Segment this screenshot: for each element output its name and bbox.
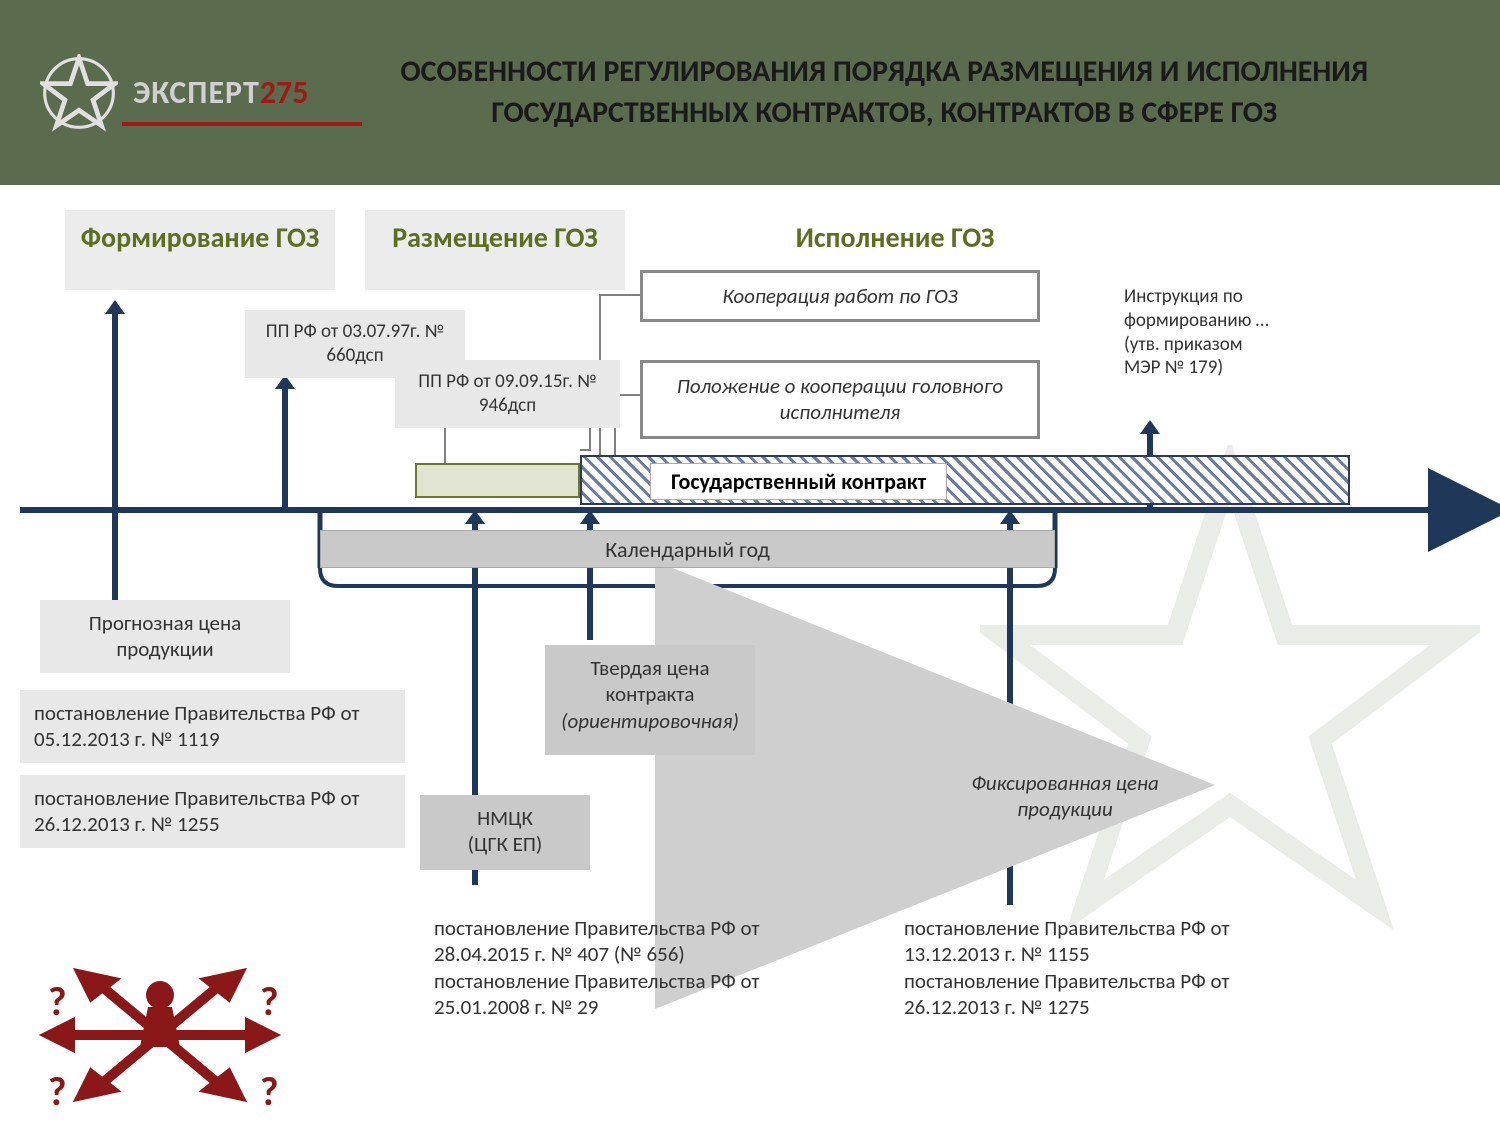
label-fixed-price: Фиксированная цена продукции (940, 760, 1190, 833)
label-nmck: НМЦК (ЦГК ЕП) (420, 795, 590, 870)
label-cooperation: Кооперация работ по ГОЗ (640, 270, 1040, 322)
svg-text:?: ? (48, 977, 67, 1026)
label-pp1155: постановление Правительства РФ от 13.12.… (890, 905, 1290, 1035)
calendar-year-label: Календарный год (320, 536, 1055, 563)
label-pp946: ПП РФ от 09.09.15г. № 946дсп (395, 360, 620, 428)
svg-text:?: ? (48, 1067, 67, 1115)
state-contract-label: Государственный контракт (650, 463, 947, 500)
svg-text:?: ? (260, 1067, 279, 1115)
label-tverdaya-price: Твердая цена контракта (ориентировочная) (545, 645, 755, 755)
label-polozhenie: Положение о кооперации головного исполни… (640, 360, 1040, 439)
star-icon (40, 54, 118, 132)
svg-text:?: ? (260, 977, 279, 1026)
label-pp1255: постановление Правительства РФ от 26.12.… (20, 775, 405, 848)
label-pp1119: постановление Правительства РФ от 05.12.… (20, 690, 405, 763)
logo: ЭКСПЕРТ275 (40, 54, 308, 132)
green-pre-bar (415, 463, 580, 498)
question-figure-icon: ? ? ? ? (30, 955, 290, 1115)
tverd-text: Твердая цена контракта (590, 655, 709, 707)
logo-number: 275 (260, 73, 309, 112)
section-formation: Формирование ГОЗ (65, 210, 335, 290)
slide-title: ОСОБЕННОСТИ РЕГУЛИРОВАНИЯ ПОРЯДКА РАЗМЕЩ… (308, 52, 1460, 133)
label-pp407: постановление Правительства РФ от 28.04.… (420, 905, 840, 1035)
slide-header: ЭКСПЕРТ275 ОСОБЕННОСТИ РЕГУЛИРОВАНИЯ ПОР… (0, 0, 1500, 185)
tverd-sub: (ориентировочная) (561, 708, 739, 734)
section-execution: Исполнение ГОЗ (720, 210, 1070, 265)
diagram-canvas: Формирование ГОЗ Размещение ГОЗ Исполнен… (0, 185, 1500, 1125)
label-instruction: Инструкция по формированию … (утв. прика… (1110, 275, 1290, 415)
label-prognoz-price: Прогнозная цена продукции (40, 600, 290, 673)
section-placement: Размещение ГОЗ (365, 210, 625, 290)
logo-underline (122, 122, 362, 126)
logo-text: ЭКСПЕРТ (133, 73, 260, 112)
